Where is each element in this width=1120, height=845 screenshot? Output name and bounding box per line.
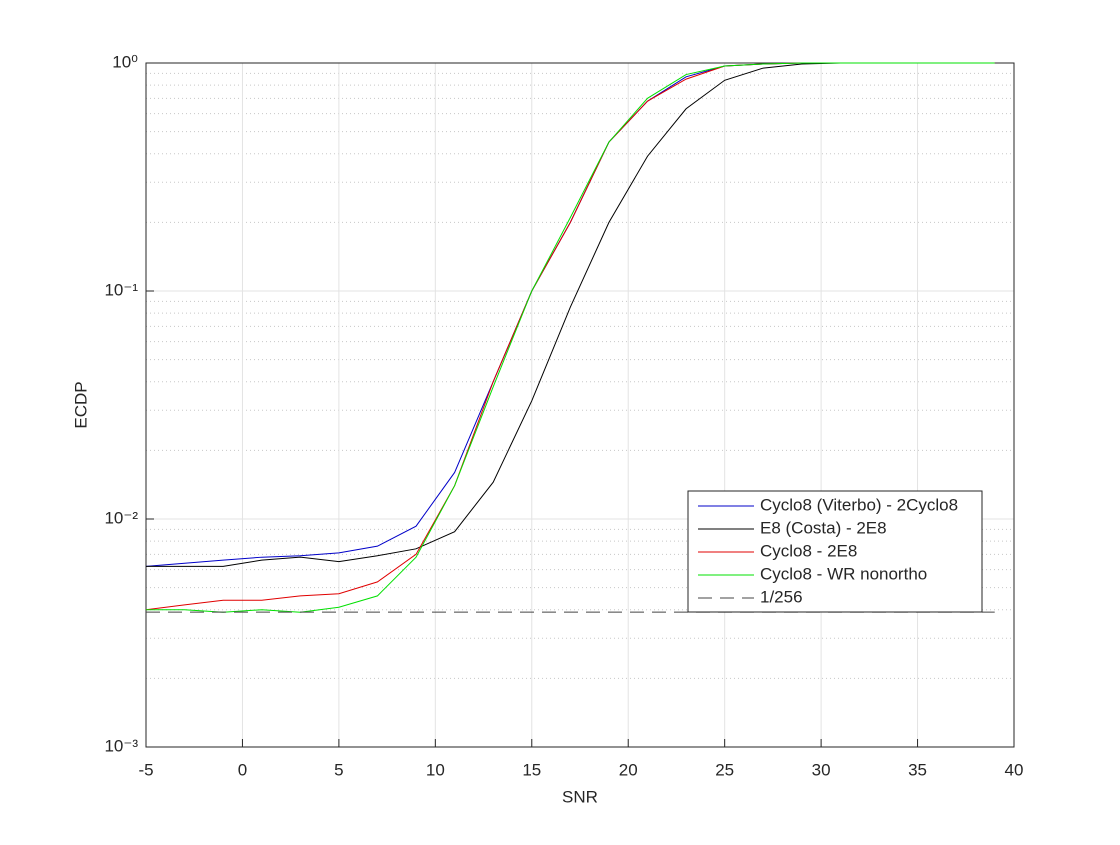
axes-box bbox=[145, 62, 1015, 748]
y-tick-label: 10⁰ bbox=[112, 52, 138, 71]
x-tick-label: 15 bbox=[522, 760, 541, 779]
x-tick-label: 10 bbox=[426, 760, 445, 779]
x-tick-label: -5 bbox=[138, 760, 153, 779]
x-tick-label: 25 bbox=[715, 760, 734, 779]
x-tick-label: 5 bbox=[334, 760, 343, 779]
x-tick-label: 0 bbox=[238, 760, 247, 779]
y-axis-label: ECDP bbox=[71, 381, 90, 428]
y-tick-label: 10⁻¹ bbox=[104, 280, 138, 299]
y-tick-label: 10⁻² bbox=[104, 508, 138, 527]
series-line bbox=[146, 62, 995, 613]
x-tick-label: 30 bbox=[812, 760, 831, 779]
legend-label: Cyclo8 (Viterbo) - 2Cyclo8 bbox=[760, 495, 958, 514]
x-tick-label: 40 bbox=[1005, 760, 1024, 779]
legend-label: 1/256 bbox=[760, 587, 803, 606]
x-axis-label: SNR bbox=[562, 787, 598, 806]
x-tick-label: 35 bbox=[908, 760, 927, 779]
legend: Cyclo8 (Viterbo) - 2Cyclo8 E8 (Costa) - 2… bbox=[687, 490, 983, 613]
legend-label: Cyclo8 - 2E8 bbox=[760, 541, 857, 560]
plot-area bbox=[146, 63, 1014, 747]
y-tick-label: 10⁻³ bbox=[104, 736, 138, 755]
legend-label: E8 (Costa) - 2E8 bbox=[760, 518, 887, 537]
x-tick-label: 20 bbox=[619, 760, 638, 779]
legend-label: Cyclo8 - WR nonortho bbox=[760, 564, 927, 583]
